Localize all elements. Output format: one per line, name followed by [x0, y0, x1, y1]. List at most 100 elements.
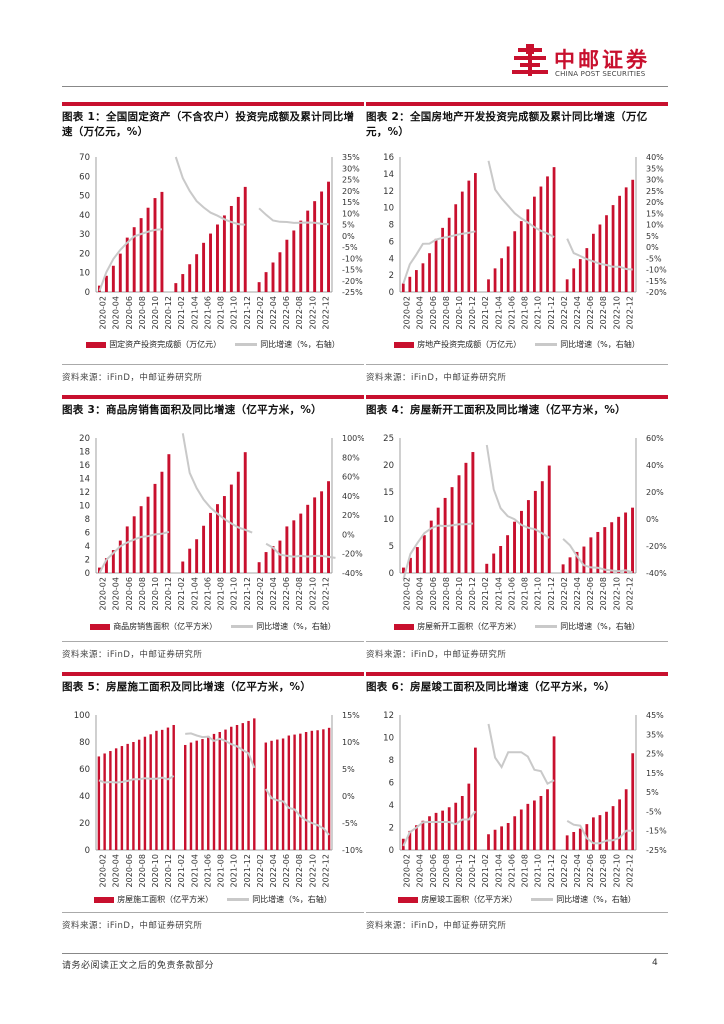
- bar: [546, 789, 549, 850]
- x-axis-tick-label: 2020-12: [468, 577, 477, 610]
- bar: [460, 191, 464, 292]
- bar: [155, 730, 158, 850]
- growth-line: [98, 775, 175, 784]
- x-axis-tick-label: 2020-02: [99, 577, 108, 610]
- y-axis-tick-label: 8: [389, 221, 394, 231]
- y-axis-tick-label: 15: [383, 488, 394, 498]
- growth-line: [485, 444, 550, 539]
- bar: [236, 196, 240, 292]
- x-axis-tick-label: 2021-08: [217, 296, 226, 329]
- bar: [618, 195, 621, 292]
- footer-disclaimer: 请务必阅读正文之后的免责条款部分: [62, 961, 215, 971]
- bar: [195, 254, 199, 292]
- x-axis-tick-label: 2020-12: [164, 577, 173, 610]
- y-axis-tick-label: 10: [79, 269, 90, 279]
- figure-title-bar: [366, 395, 668, 399]
- legend-line-label: 同比增速（%，右轴）: [260, 340, 340, 349]
- y-axis-tick-label: 10: [79, 502, 90, 512]
- bar: [467, 180, 471, 292]
- x-axis-tick-label: 2021-12: [547, 296, 556, 329]
- x-axis-tick-label: 2021-04: [190, 854, 199, 887]
- x-axis-tick-label: 2020-08: [442, 577, 451, 610]
- figure-5-source: 资料来源：iFinD，中邮证券研究所: [62, 912, 364, 931]
- x-axis-tick-label: 2022-08: [599, 296, 608, 329]
- y2-axis-tick-label: 80%: [342, 453, 360, 462]
- y2-axis-tick-label: -10%: [342, 254, 363, 263]
- bar: [617, 516, 621, 573]
- y-axis-tick-label: 0: [85, 846, 90, 856]
- bar: [547, 465, 551, 573]
- y-axis-tick-label: 20: [383, 461, 394, 471]
- bar: [408, 830, 412, 850]
- bar: [149, 734, 152, 850]
- bar: [415, 270, 418, 292]
- x-axis-tick-label: 2022-04: [573, 577, 582, 610]
- bar: [146, 496, 150, 573]
- bar: [578, 259, 582, 292]
- bar: [631, 179, 635, 292]
- bar: [513, 231, 517, 292]
- y2-axis-tick-label: 20%: [646, 198, 664, 207]
- x-axis-tick-label: 2022-04: [573, 854, 582, 887]
- bar: [441, 810, 444, 850]
- x-axis-tick-label: 2021-10: [534, 296, 543, 329]
- x-axis-tick-label: 2022-06: [282, 854, 291, 887]
- figure-6-title: 图表 6：房屋竣工面积及同比增速（亿平方米，%）: [366, 681, 616, 693]
- bar: [506, 535, 510, 573]
- figure-3-source: 资料来源：iFinD，中邮证券研究所: [62, 641, 364, 660]
- x-axis-tick-label: 2022-02: [560, 296, 569, 329]
- x-axis-tick-label: 2022-10: [612, 296, 621, 329]
- y2-axis-tick-label: -5%: [342, 819, 358, 828]
- bar: [313, 497, 317, 573]
- bar: [310, 730, 314, 850]
- bar: [493, 268, 497, 292]
- y2-axis-tick-label: -10%: [646, 266, 667, 275]
- y2-axis-tick-label: -25%: [342, 288, 363, 297]
- x-axis-tick-label: 2022-12: [625, 296, 634, 329]
- bar: [493, 829, 497, 850]
- legend-bar-swatch: [94, 896, 115, 903]
- y-axis-tick-label: 2: [389, 271, 394, 281]
- x-axis-tick-label: 2021-04: [494, 577, 503, 610]
- bar: [585, 248, 589, 292]
- growth-line: [487, 723, 555, 786]
- bar: [552, 736, 556, 850]
- y2-axis-tick-label: 0%: [646, 243, 659, 252]
- x-axis-tick-label: 2022-04: [269, 577, 278, 610]
- x-axis-tick-label: 2020-02: [403, 854, 412, 887]
- x-axis-tick-label: 2021-12: [547, 854, 556, 887]
- y-axis-tick-label: 2: [389, 824, 394, 834]
- y2-axis-tick-label: 60%: [342, 473, 360, 482]
- x-axis-tick-label: 2022-10: [612, 577, 621, 610]
- legend-bar-swatch: [394, 623, 415, 630]
- bar: [278, 252, 282, 292]
- y-axis-tick-label: 10: [383, 734, 394, 744]
- bar: [618, 799, 621, 850]
- y2-axis-tick-label: 10%: [342, 209, 360, 218]
- bar: [111, 550, 115, 573]
- x-axis-tick-label: 2020-10: [455, 577, 464, 610]
- bar: [139, 506, 143, 573]
- y2-axis-tick-label: 60%: [646, 434, 664, 443]
- x-axis-tick-label: 2020-12: [468, 296, 477, 329]
- legend-line-label: 同比增速（%，右轴）: [556, 895, 636, 904]
- x-axis-tick-label: 2020-10: [151, 577, 160, 610]
- y2-axis-tick-label: -40%: [646, 569, 667, 578]
- footer-divider: [62, 953, 668, 954]
- growth-line: [181, 433, 253, 534]
- bar: [153, 198, 157, 292]
- bar: [327, 727, 331, 850]
- x-axis-tick-label: 2022-06: [282, 577, 291, 610]
- bar: [408, 276, 412, 292]
- x-axis-tick-label: 2021-10: [534, 577, 543, 610]
- bar: [454, 204, 458, 292]
- bar: [104, 275, 108, 292]
- bar: [513, 521, 516, 573]
- y-axis-tick-label: 8: [85, 515, 90, 525]
- y2-axis-tick-label: 20%: [646, 488, 664, 497]
- x-axis-tick-label: 2022-04: [573, 296, 582, 329]
- bar: [487, 834, 490, 850]
- bar: [207, 735, 210, 850]
- bar: [292, 230, 296, 292]
- growth-line: [402, 230, 476, 285]
